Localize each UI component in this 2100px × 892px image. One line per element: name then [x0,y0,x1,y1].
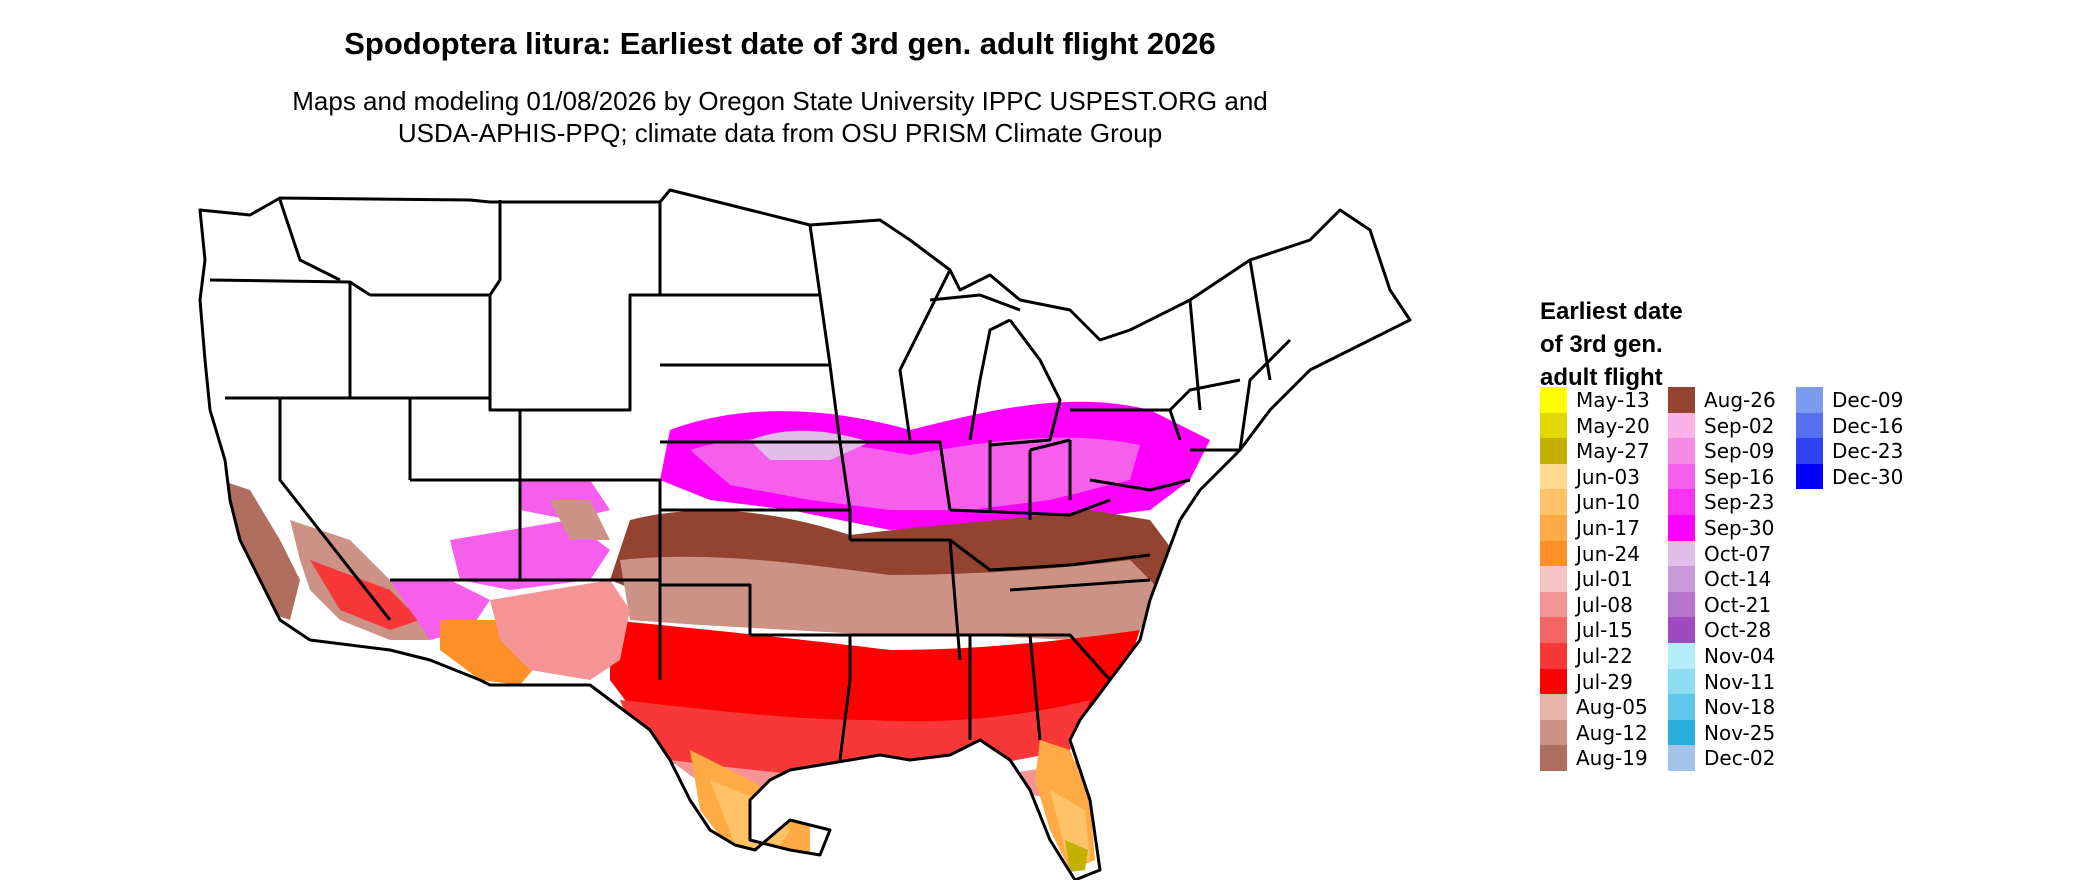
legend-swatch [1540,463,1567,490]
legend-label: May-13 [1576,388,1650,412]
legend-label: Jun-10 [1576,490,1640,515]
legend-label: Dec-09 [1832,388,1904,412]
legend-label: Nov-25 [1704,720,1776,745]
legend-label: Dec-30 [1832,464,1904,489]
legend-title-line-1: Earliest date [1540,298,1683,325]
legend-swatch [1540,387,1567,413]
legend-swatch [1668,719,1695,746]
legend-swatch [1796,412,1823,439]
legend-label: Oct-07 [1704,541,1772,566]
legend-label: Sep-16 [1704,464,1775,489]
legend-swatch [1668,489,1695,515]
legend-swatch [1668,694,1695,720]
legend-label: Dec-16 [1832,413,1904,438]
legend-label: Sep-30 [1704,516,1775,540]
legend-swatch [1540,591,1567,618]
legend-label: Nov-04 [1704,644,1776,668]
legend-label: Aug-26 [1704,388,1776,412]
legend-label: Jul-15 [1576,618,1633,643]
legend-swatch [1540,412,1567,439]
legend-label: Dec-23 [1832,439,1904,464]
legend-label: Oct-14 [1704,567,1772,592]
legend-swatch [1540,668,1567,695]
legend-swatch [1540,566,1567,592]
legend-swatch [1668,540,1695,567]
legend-swatch [1540,617,1567,643]
legend-swatch [1668,463,1695,490]
legend-swatch [1540,515,1567,541]
legend-title-line-2: of 3rd gen. [1540,331,1663,358]
legend-label: Sep-02 [1704,413,1775,438]
legend-swatch [1668,387,1695,413]
legend-swatch [1540,489,1567,515]
legend-label: Oct-21 [1704,592,1772,617]
legend-label: Jun-03 [1576,464,1640,489]
map-subtitle-line-1: Maps and modeling 01/08/2026 by Oregon S… [292,86,1268,116]
state-borders [198,188,1412,880]
legend-label: Jul-08 [1576,592,1633,617]
legend-swatch [1668,412,1695,439]
us-map [198,188,1412,880]
legend-label: Aug-12 [1576,720,1648,745]
legend-swatch [1668,643,1695,669]
legend-swatch [1668,617,1695,643]
map-title: Spodoptera litura: Earliest date of 3rd … [344,26,1216,61]
legend-label: Jun-24 [1576,541,1640,566]
legend-swatch [1668,566,1695,592]
legend-swatch [1796,463,1823,490]
legend-swatch [1540,694,1567,720]
legend-swatch [1668,515,1695,541]
legend-label: Jul-01 [1576,567,1633,592]
legend-swatch [1796,387,1823,413]
map-subtitle-line-2: USDA-APHIS-PPQ; climate data from OSU PR… [397,118,1163,148]
legend-label: Oct-28 [1704,618,1772,643]
legend-swatch [1668,668,1695,695]
legend-swatch [1540,540,1567,567]
legend-swatch [1540,745,1567,771]
legend-label: Jul-29 [1576,669,1633,694]
legend-label: Sep-23 [1704,490,1775,515]
legend-label: Jul-22 [1576,644,1633,668]
legend-swatch [1540,719,1567,746]
legend-label: Nov-11 [1704,669,1776,694]
legend-label: Aug-19 [1576,746,1648,771]
legend-title-line-3: adult flight [1540,364,1663,391]
legend-label: Aug-05 [1576,695,1648,720]
legend-swatch [1540,643,1567,669]
legend-label: Nov-18 [1704,695,1776,720]
legend-label: Jun-17 [1576,516,1640,540]
legend-title: Earliest date of 3rd gen. adult flight [1540,295,1683,394]
legend-label: May-20 [1576,413,1650,438]
legend-label: Dec-02 [1704,746,1776,771]
legend-swatch [1668,438,1695,464]
legend-swatch [1540,438,1567,464]
legend-label: May-27 [1576,439,1650,464]
legend-label: Sep-09 [1704,439,1775,464]
legend-swatch [1668,591,1695,618]
legend-swatch [1668,745,1695,771]
legend-swatch [1796,438,1823,464]
